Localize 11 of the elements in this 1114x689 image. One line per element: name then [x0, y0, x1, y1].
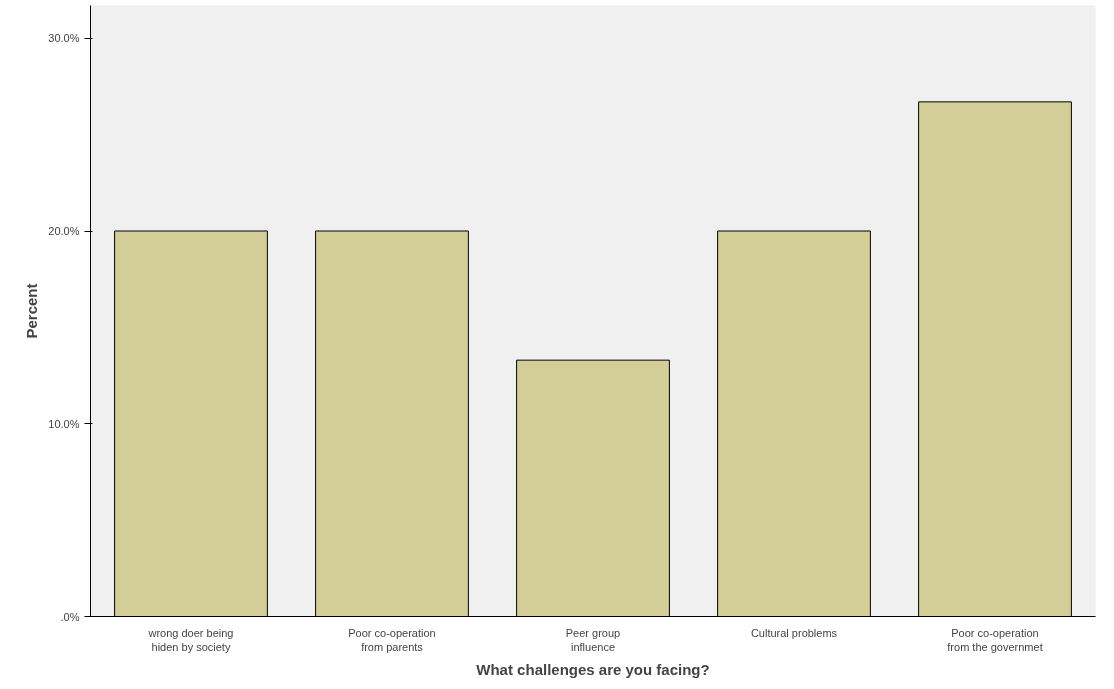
x-tick-label: Poor co-operation from the governmet: [947, 626, 1043, 653]
x-tick-label: Poor co-operation from parents: [348, 626, 436, 653]
x-tick-label: wrong doer being hiden by society: [147, 626, 234, 653]
x-tick-label: Peer group influence: [565, 626, 621, 653]
y-tick-label: 10.0%: [48, 417, 80, 430]
x-axis-title: What challenges are you facing?: [476, 660, 710, 678]
x-tick-label: Cultural problems: [750, 626, 838, 639]
y-axis-title: Percent: [23, 283, 41, 339]
y-tick-label: 30.0%: [48, 32, 80, 45]
y-tick-label: 20.0%: [48, 225, 80, 238]
y-tick-label: .0%: [60, 610, 80, 623]
